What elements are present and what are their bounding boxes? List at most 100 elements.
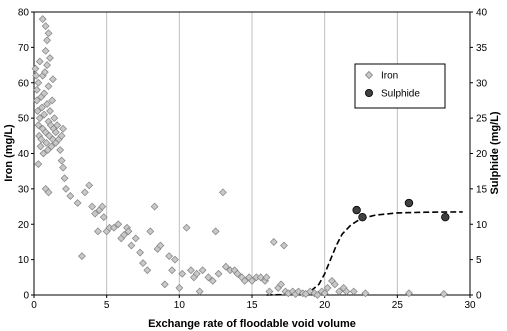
data-points — [31, 15, 450, 299]
iron-data-point — [280, 241, 288, 250]
iron-data-point — [98, 202, 107, 211]
iron-data-point — [335, 287, 344, 296]
iron-data-point — [143, 266, 152, 275]
iron-data-point — [182, 223, 191, 232]
iron-data-point — [277, 280, 285, 289]
y-axis-title: Iron (mg/L) — [3, 124, 15, 182]
iron-data-point — [139, 259, 147, 268]
iron-data-point — [35, 114, 44, 123]
iron-data-point — [248, 276, 256, 285]
iron-data-point — [85, 181, 94, 190]
iron-data-point — [37, 135, 46, 144]
legend-iron-marker — [364, 70, 374, 80]
sulphide-data-point — [441, 212, 450, 222]
iron-data-point — [211, 227, 220, 236]
x-tick-label: 25 — [392, 300, 404, 311]
legend: Iron Sulphide — [354, 63, 446, 109]
iron-data-point — [219, 188, 227, 197]
iron-data-point — [35, 57, 44, 66]
iron-data-point — [342, 287, 351, 296]
iron-data-point — [204, 273, 213, 282]
iron-data-point — [208, 276, 217, 285]
iron-data-point — [91, 209, 99, 218]
iron-data-point — [44, 188, 53, 197]
iron-data-point — [330, 280, 339, 289]
y-tick-label: 30 — [18, 184, 30, 195]
iron-data-point — [34, 78, 43, 87]
iron-data-point — [124, 227, 133, 236]
y2-tick-label: 10 — [476, 220, 488, 231]
y2-tick-label: 30 — [476, 78, 488, 89]
iron-data-point — [57, 131, 66, 140]
y-tick-label: 10 — [18, 255, 30, 266]
iron-data-point — [146, 227, 155, 236]
y-tick-label: 70 — [18, 43, 30, 54]
iron-data-point — [60, 174, 69, 183]
iron-data-point — [32, 71, 41, 80]
y2-tick-label: 15 — [476, 184, 488, 195]
x-tick-label: 15 — [246, 300, 258, 311]
iron-data-point — [405, 289, 413, 298]
iron-data-point — [41, 68, 49, 77]
iron-data-point — [51, 128, 60, 137]
iron-data-point — [171, 255, 179, 264]
y-tick-label: 40 — [18, 149, 30, 160]
x-axis-title: Exchange rate of floodable void volume — [148, 318, 356, 330]
y2-axis-title: Sulphide (mg/L) — [489, 111, 501, 194]
iron-data-point — [175, 284, 184, 292]
iron-data-point — [269, 238, 278, 246]
sulphide-data-point — [358, 212, 367, 222]
legend-sulphide-label: Sulphide — [381, 89, 420, 100]
iron-data-point — [265, 287, 274, 296]
iron-data-point — [156, 241, 165, 250]
iron-data-point — [127, 241, 136, 250]
iron-data-point — [43, 36, 51, 45]
iron-data-point — [34, 160, 43, 169]
y2-tick-label: 5 — [476, 255, 482, 266]
iron-data-point — [320, 289, 329, 298]
y-tick-label: 20 — [18, 220, 30, 231]
iron-data-point — [33, 85, 41, 94]
sulphide-trendline — [266, 211, 463, 296]
iron-data-point — [73, 199, 82, 207]
iron-data-point — [33, 96, 41, 105]
iron-data-point — [192, 269, 201, 278]
iron-data-point — [39, 149, 48, 158]
y2-tick-label: 25 — [476, 114, 488, 125]
iron-data-point — [59, 163, 67, 172]
iron-data-point — [187, 266, 195, 275]
iron-data-point — [214, 269, 223, 278]
iron-data-point — [165, 252, 174, 260]
y2-tick-label: 35 — [476, 43, 488, 54]
iron-data-point — [44, 82, 53, 91]
iron-data-point — [38, 15, 47, 23]
iron-data-point — [50, 114, 59, 123]
iron-data-point — [31, 64, 40, 73]
iron-data-point — [88, 202, 97, 211]
x-tick-label: 30 — [464, 300, 476, 311]
iron-data-point — [150, 202, 159, 211]
sulphide-data-point — [404, 198, 414, 208]
iron-data-point — [40, 110, 49, 119]
iron-data-point — [94, 227, 102, 236]
iron-data-point — [136, 248, 144, 257]
x-tick-label: 20 — [319, 300, 331, 311]
iron-data-point — [233, 269, 242, 278]
iron-data-point — [240, 276, 249, 285]
iron-data-point — [195, 287, 204, 296]
iron-data-point — [160, 280, 169, 289]
iron-data-point — [66, 192, 75, 200]
iron-data-point — [42, 138, 51, 147]
iron-data-point — [46, 107, 54, 115]
iron-data-point — [323, 284, 332, 292]
iron-data-point — [57, 156, 66, 165]
y-tick-label: 50 — [18, 114, 30, 125]
iron-data-point — [198, 266, 207, 275]
iron-data-point — [78, 252, 86, 260]
iron-data-point — [313, 291, 322, 299]
iron-data-point — [120, 230, 129, 239]
grid-lines — [106, 12, 398, 295]
iron-data-point — [53, 121, 62, 130]
iron-data-point — [262, 273, 271, 282]
iron-data-point — [221, 262, 230, 271]
